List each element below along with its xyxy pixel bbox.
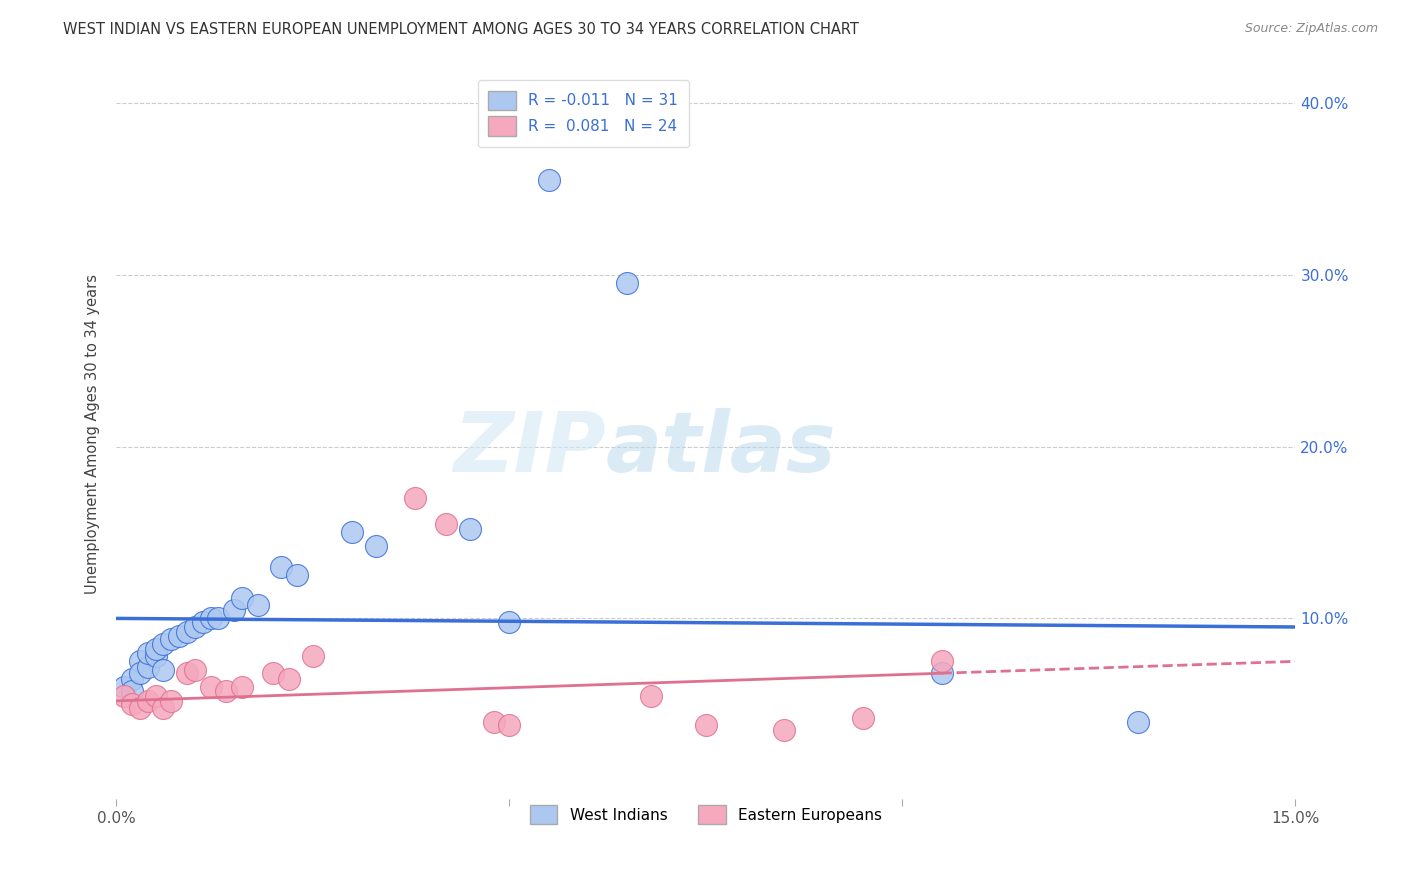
Point: [616, 277, 638, 291]
Point: [167, 629, 190, 643]
Point: [112, 689, 135, 703]
Point: [191, 615, 214, 629]
Point: [207, 611, 229, 625]
Point: [364, 539, 387, 553]
Point: [121, 672, 143, 686]
Point: [695, 718, 717, 732]
Text: Source: ZipAtlas.com: Source: ZipAtlas.com: [1244, 22, 1378, 36]
Point: [231, 680, 253, 694]
Point: [136, 694, 159, 708]
Point: [176, 666, 198, 681]
Point: [852, 711, 875, 725]
Point: [128, 666, 150, 681]
Point: [200, 680, 222, 694]
Point: [215, 683, 238, 698]
Point: [145, 649, 167, 664]
Point: [145, 642, 167, 657]
Point: [152, 637, 174, 651]
Point: [152, 663, 174, 677]
Point: [301, 649, 323, 664]
Point: [285, 568, 308, 582]
Point: [246, 598, 269, 612]
Point: [773, 723, 796, 737]
Point: [128, 700, 150, 714]
Point: [436, 516, 458, 531]
Point: [176, 625, 198, 640]
Point: [278, 672, 301, 686]
Point: [136, 646, 159, 660]
Point: [1128, 714, 1150, 729]
Text: atlas: atlas: [606, 408, 837, 489]
Point: [270, 559, 292, 574]
Point: [931, 666, 953, 681]
Point: [184, 620, 207, 634]
Point: [112, 680, 135, 694]
Point: [160, 694, 183, 708]
Point: [184, 663, 207, 677]
Point: [160, 632, 183, 646]
Point: [263, 666, 285, 681]
Point: [482, 714, 505, 729]
Point: [224, 603, 246, 617]
Point: [340, 525, 363, 540]
Y-axis label: Unemployment Among Ages 30 to 34 years: Unemployment Among Ages 30 to 34 years: [86, 274, 100, 594]
Point: [458, 522, 481, 536]
Point: [152, 700, 174, 714]
Point: [121, 698, 143, 712]
Point: [200, 611, 222, 625]
Point: [136, 659, 159, 673]
Point: [640, 689, 662, 703]
Point: [931, 654, 953, 668]
Point: [404, 491, 426, 505]
Legend: West Indians, Eastern Europeans: West Indians, Eastern Europeans: [519, 794, 893, 835]
Point: [128, 654, 150, 668]
Text: WEST INDIAN VS EASTERN EUROPEAN UNEMPLOYMENT AMONG AGES 30 TO 34 YEARS CORRELATI: WEST INDIAN VS EASTERN EUROPEAN UNEMPLOY…: [63, 22, 859, 37]
Point: [121, 683, 143, 698]
Point: [498, 718, 520, 732]
Point: [537, 173, 560, 187]
Point: [231, 591, 253, 605]
Text: ZIP: ZIP: [453, 408, 606, 489]
Point: [498, 615, 520, 629]
Point: [145, 689, 167, 703]
